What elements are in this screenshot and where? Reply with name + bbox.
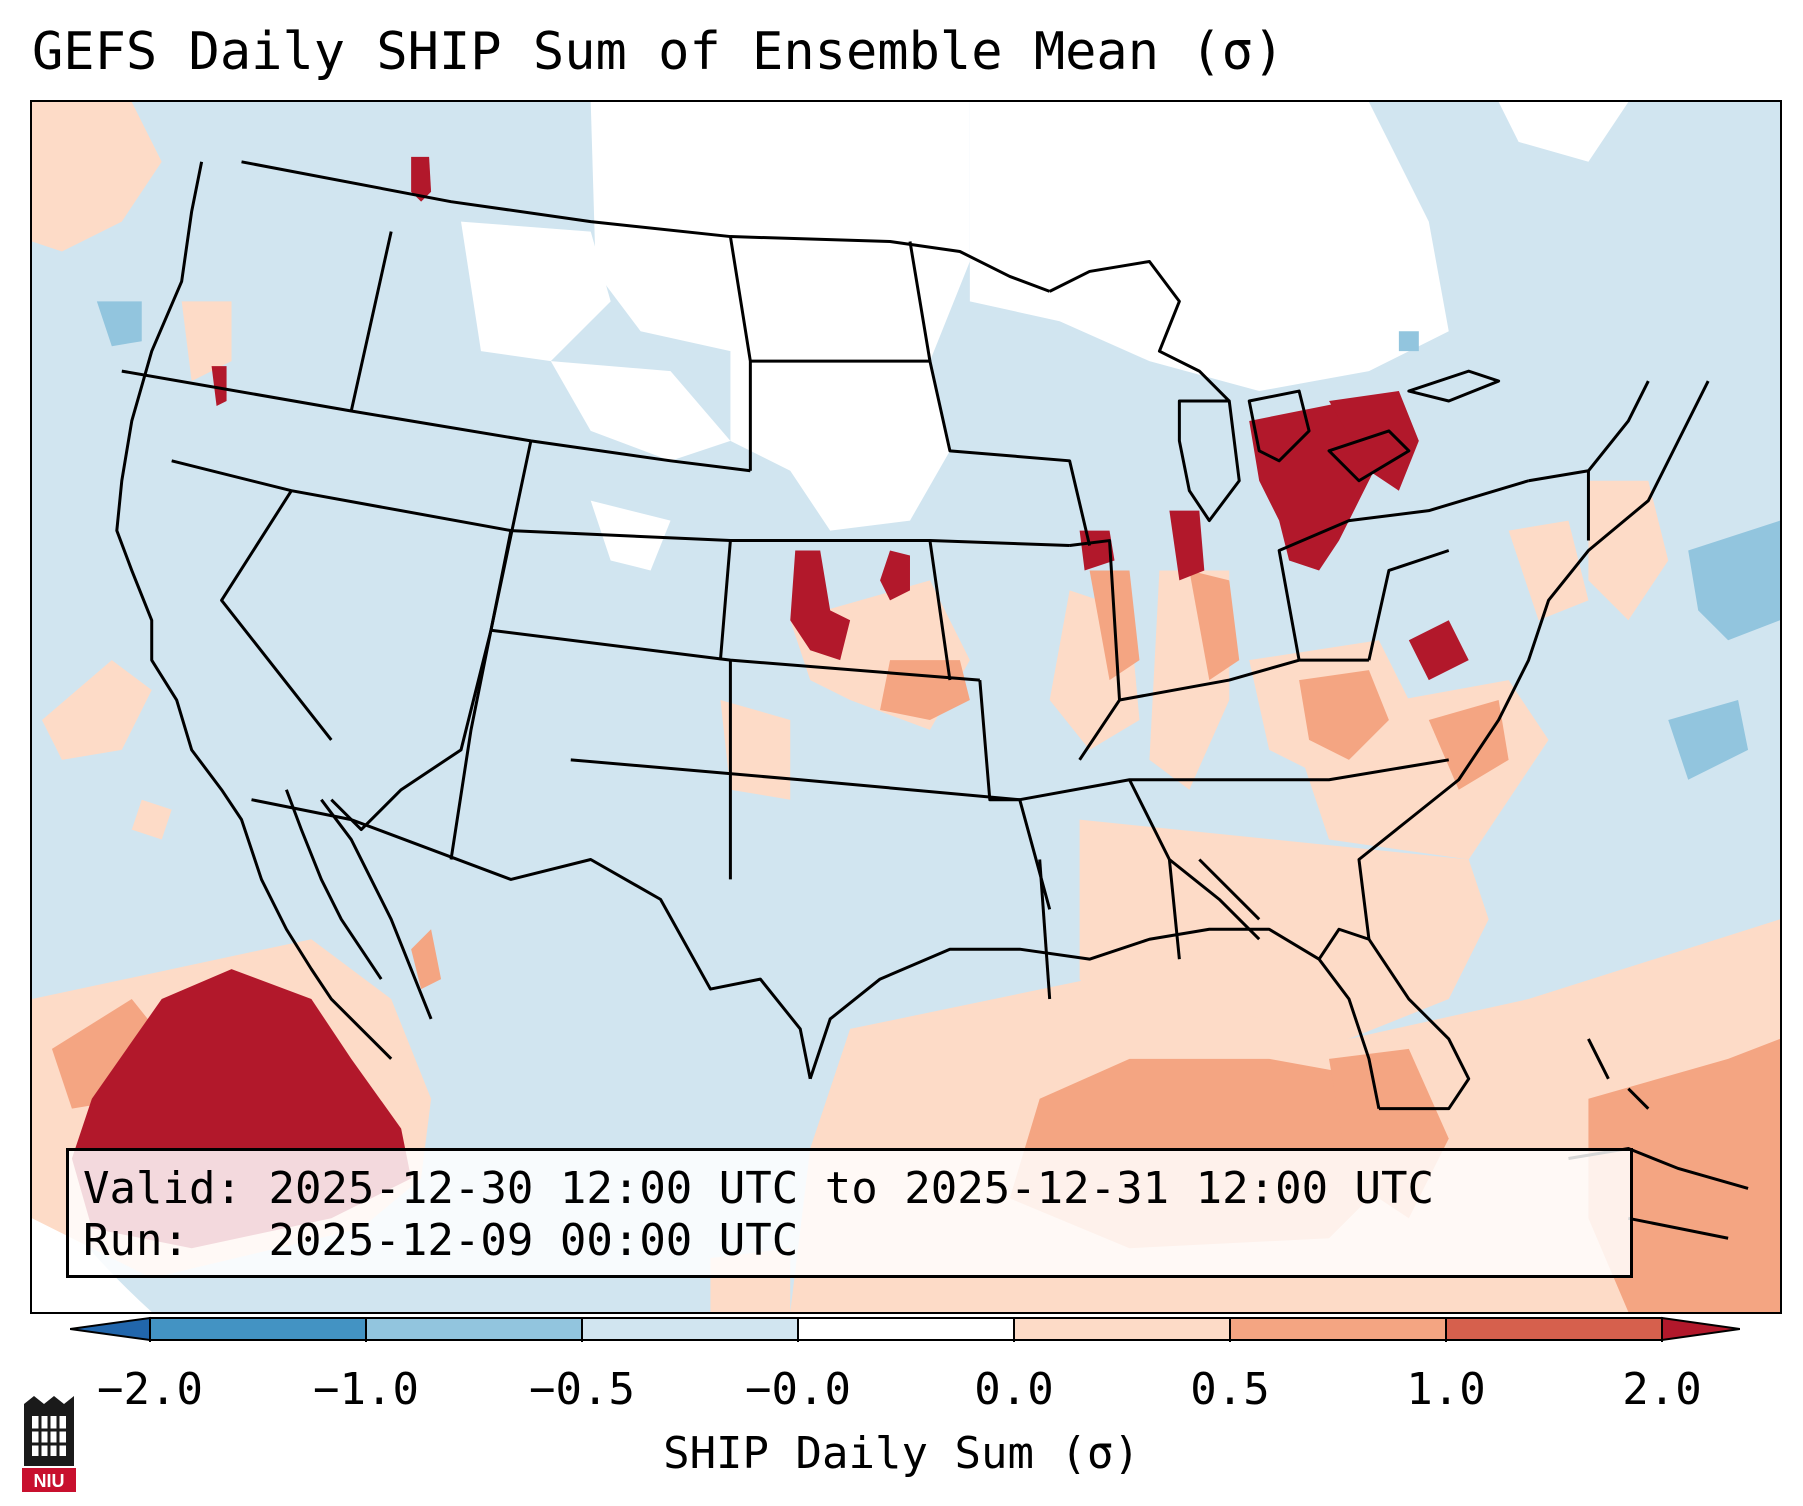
coastlines-and-borders (115, 160, 1710, 1111)
colorbar-tick-label: −0.0 (745, 1364, 851, 1415)
colorbar-tick-label: −1.0 (313, 1364, 419, 1415)
colorbar-segment-2 (366, 1318, 582, 1340)
niu-logo-icon: NIU (22, 1396, 76, 1492)
valid-value: 2025-12-30 12:00 UTC to 2025-12-31 12:00… (268, 1163, 1435, 1214)
colorbar-tick-label: −0.5 (529, 1364, 635, 1415)
valid-label: Valid: (83, 1163, 242, 1214)
colorbar-segment-3 (582, 1318, 798, 1340)
colorbar-segment-1 (150, 1318, 366, 1340)
colorbar-tick-label: 1.0 (1406, 1364, 1486, 1415)
run-value: 2025-12-09 00:00 UTC (268, 1215, 799, 1266)
colorbar-tick-label: 2.0 (1622, 1364, 1702, 1415)
colorbar-extend-high (1661, 1316, 1740, 1342)
colorbar-segment-4 (798, 1318, 1014, 1340)
colorbar (70, 1316, 1740, 1342)
near-zero-areas (461, 102, 1629, 571)
colorbar-segment-6 (1230, 1318, 1446, 1340)
colorbar-segment-5 (1014, 1318, 1230, 1340)
map-canvas (32, 102, 1780, 1312)
colorbar-tick-label: 0.0 (974, 1364, 1054, 1415)
niu-logo-text: NIU (34, 1471, 65, 1491)
map-panel (30, 100, 1782, 1314)
colorbar-tick-label: 0.5 (1190, 1364, 1270, 1415)
projection-edge-left (32, 1178, 152, 1312)
valid-run-info-box: Valid: 2025-12-30 12:00 UTC to 2025-12-3… (66, 1148, 1633, 1278)
run-label: Run: (83, 1215, 189, 1266)
colorbar-label: SHIP Daily Sum (σ) (663, 1428, 1140, 1479)
chart-title: GEFS Daily SHIP Sum of Ensemble Mean (σ) (32, 22, 1285, 82)
colorbar-segment-7 (1446, 1318, 1662, 1340)
colorbar-extend-low (70, 1316, 151, 1342)
negative-areas (96, 301, 1780, 780)
colorbar-tick-label: −2.0 (97, 1364, 203, 1415)
colorbar-ticks (149, 1318, 1663, 1342)
